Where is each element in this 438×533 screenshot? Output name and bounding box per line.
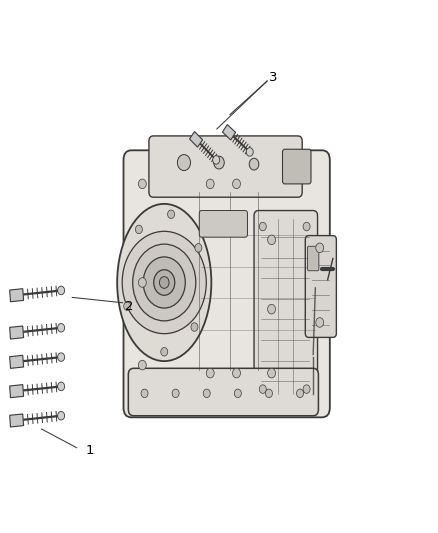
Polygon shape	[10, 289, 24, 302]
Circle shape	[168, 210, 175, 219]
Circle shape	[138, 278, 146, 287]
Circle shape	[265, 389, 272, 398]
Circle shape	[203, 389, 210, 398]
Polygon shape	[190, 132, 203, 147]
Text: 2: 2	[125, 300, 133, 313]
Circle shape	[268, 235, 276, 245]
Circle shape	[246, 148, 253, 156]
Circle shape	[58, 353, 65, 361]
Circle shape	[161, 348, 168, 356]
Circle shape	[177, 155, 191, 171]
Polygon shape	[10, 326, 24, 339]
Circle shape	[233, 368, 240, 378]
Circle shape	[141, 389, 148, 398]
Circle shape	[297, 389, 304, 398]
Polygon shape	[223, 125, 236, 140]
Circle shape	[259, 385, 266, 393]
Polygon shape	[10, 385, 24, 398]
FancyBboxPatch shape	[305, 236, 336, 337]
FancyBboxPatch shape	[124, 150, 330, 417]
Text: 1: 1	[85, 444, 94, 457]
Polygon shape	[10, 356, 24, 368]
Circle shape	[213, 156, 220, 164]
Circle shape	[58, 411, 65, 420]
Circle shape	[135, 225, 142, 233]
Circle shape	[172, 389, 179, 398]
Circle shape	[159, 277, 169, 288]
Ellipse shape	[117, 204, 211, 361]
Circle shape	[233, 179, 240, 189]
FancyBboxPatch shape	[128, 368, 318, 416]
Circle shape	[191, 323, 198, 332]
Circle shape	[268, 368, 276, 378]
Circle shape	[206, 368, 214, 378]
Circle shape	[154, 270, 175, 295]
Circle shape	[138, 179, 146, 189]
Circle shape	[133, 244, 196, 321]
Circle shape	[206, 179, 214, 189]
Circle shape	[303, 222, 310, 231]
Circle shape	[303, 385, 310, 393]
Circle shape	[143, 257, 185, 308]
FancyBboxPatch shape	[283, 149, 311, 184]
Circle shape	[124, 302, 131, 310]
Text: 3: 3	[269, 71, 278, 84]
Circle shape	[316, 318, 324, 327]
Circle shape	[214, 156, 224, 169]
FancyBboxPatch shape	[149, 136, 302, 197]
Circle shape	[58, 286, 65, 295]
Circle shape	[259, 222, 266, 231]
Circle shape	[234, 389, 241, 398]
Circle shape	[58, 324, 65, 332]
FancyBboxPatch shape	[307, 246, 319, 271]
Circle shape	[249, 158, 259, 170]
Polygon shape	[10, 414, 24, 427]
FancyBboxPatch shape	[254, 211, 318, 402]
Circle shape	[195, 244, 202, 252]
Circle shape	[316, 243, 324, 253]
Circle shape	[138, 360, 146, 370]
Circle shape	[58, 382, 65, 391]
Circle shape	[122, 231, 206, 334]
FancyBboxPatch shape	[199, 211, 247, 237]
Circle shape	[268, 304, 276, 314]
